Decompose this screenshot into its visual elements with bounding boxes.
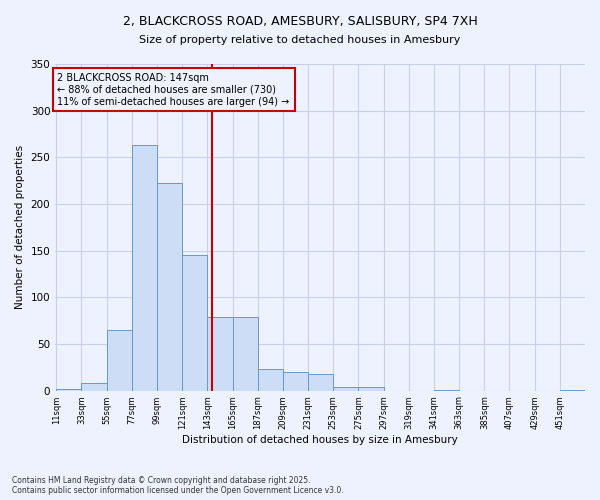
Bar <box>233 317 258 390</box>
Text: 2 BLACKCROSS ROAD: 147sqm
← 88% of detached houses are smaller (730)
11% of semi: 2 BLACKCROSS ROAD: 147sqm ← 88% of detac… <box>58 74 290 106</box>
Bar <box>132 145 157 390</box>
Bar <box>258 369 283 390</box>
Text: 2, BLACKCROSS ROAD, AMESBURY, SALISBURY, SP4 7XH: 2, BLACKCROSS ROAD, AMESBURY, SALISBURY,… <box>122 15 478 28</box>
Text: Contains HM Land Registry data © Crown copyright and database right 2025.
Contai: Contains HM Land Registry data © Crown c… <box>12 476 344 495</box>
Bar <box>82 383 107 390</box>
Bar <box>157 184 182 390</box>
Text: Size of property relative to detached houses in Amesbury: Size of property relative to detached ho… <box>139 35 461 45</box>
Bar <box>358 387 383 390</box>
Bar <box>308 374 333 390</box>
Bar <box>208 317 233 390</box>
Bar <box>333 387 358 390</box>
Bar <box>56 388 82 390</box>
Bar <box>283 372 308 390</box>
Bar <box>107 330 132 390</box>
X-axis label: Distribution of detached houses by size in Amesbury: Distribution of detached houses by size … <box>182 435 458 445</box>
Bar <box>182 256 208 390</box>
Y-axis label: Number of detached properties: Number of detached properties <box>15 145 25 310</box>
